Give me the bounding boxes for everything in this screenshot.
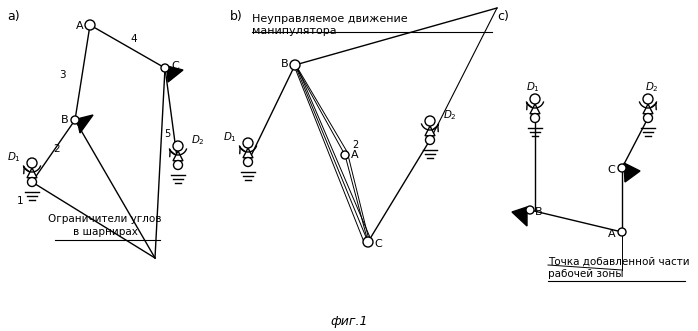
Text: C: C bbox=[171, 61, 179, 71]
Text: B: B bbox=[281, 59, 289, 69]
Text: A: A bbox=[351, 150, 359, 160]
Polygon shape bbox=[425, 126, 435, 136]
Text: $D_1$: $D_1$ bbox=[526, 80, 540, 94]
Text: c): c) bbox=[497, 10, 509, 23]
Polygon shape bbox=[243, 148, 253, 158]
Circle shape bbox=[425, 116, 435, 126]
Text: рабочей зоны: рабочей зоны bbox=[548, 269, 623, 279]
Circle shape bbox=[643, 94, 653, 104]
Text: 3: 3 bbox=[59, 70, 66, 80]
Polygon shape bbox=[27, 168, 37, 178]
Circle shape bbox=[530, 94, 540, 104]
Circle shape bbox=[290, 60, 300, 70]
Polygon shape bbox=[643, 104, 653, 114]
Polygon shape bbox=[512, 207, 527, 226]
Text: A: A bbox=[76, 21, 84, 31]
Text: Точка добавленной части: Точка добавленной части bbox=[548, 257, 690, 267]
Text: A: A bbox=[609, 229, 616, 239]
Circle shape bbox=[27, 158, 37, 168]
Text: b): b) bbox=[230, 10, 243, 23]
Circle shape bbox=[71, 116, 79, 124]
Circle shape bbox=[618, 164, 626, 172]
Text: фиг.1: фиг.1 bbox=[330, 315, 368, 328]
Polygon shape bbox=[624, 163, 640, 182]
Text: $D_2$: $D_2$ bbox=[443, 108, 457, 122]
Text: 5: 5 bbox=[164, 129, 170, 139]
Polygon shape bbox=[167, 66, 183, 82]
Text: $D_2$: $D_2$ bbox=[645, 80, 659, 94]
Text: C: C bbox=[374, 239, 382, 249]
Circle shape bbox=[27, 177, 36, 186]
Text: C: C bbox=[607, 165, 615, 175]
Text: Неуправляемое движение: Неуправляемое движение bbox=[252, 14, 408, 24]
Circle shape bbox=[244, 158, 253, 166]
Text: в шарнирах: в шарнирах bbox=[73, 227, 138, 237]
Polygon shape bbox=[173, 151, 183, 161]
Text: $D_1$: $D_1$ bbox=[223, 130, 237, 144]
Polygon shape bbox=[530, 104, 540, 114]
Text: 2: 2 bbox=[54, 144, 60, 154]
Circle shape bbox=[530, 114, 540, 122]
Text: B: B bbox=[61, 115, 69, 125]
Circle shape bbox=[363, 237, 373, 247]
Circle shape bbox=[341, 151, 349, 159]
Text: Ограничители углов: Ограничители углов bbox=[48, 214, 162, 224]
Text: 4: 4 bbox=[131, 34, 138, 44]
Text: 2: 2 bbox=[352, 140, 358, 150]
Circle shape bbox=[243, 138, 253, 148]
Text: 1: 1 bbox=[17, 196, 23, 206]
Circle shape bbox=[85, 20, 95, 30]
Text: $D_2$: $D_2$ bbox=[191, 133, 205, 147]
Circle shape bbox=[618, 228, 626, 236]
Circle shape bbox=[526, 206, 534, 214]
Text: a): a) bbox=[7, 10, 20, 23]
Text: B: B bbox=[535, 207, 542, 217]
Text: манипулятора: манипулятора bbox=[252, 26, 336, 36]
Circle shape bbox=[174, 161, 182, 169]
Circle shape bbox=[644, 114, 653, 122]
Circle shape bbox=[426, 135, 434, 145]
Text: $D_1$: $D_1$ bbox=[7, 150, 21, 164]
Circle shape bbox=[173, 141, 183, 151]
Polygon shape bbox=[77, 115, 93, 133]
Circle shape bbox=[161, 64, 169, 72]
